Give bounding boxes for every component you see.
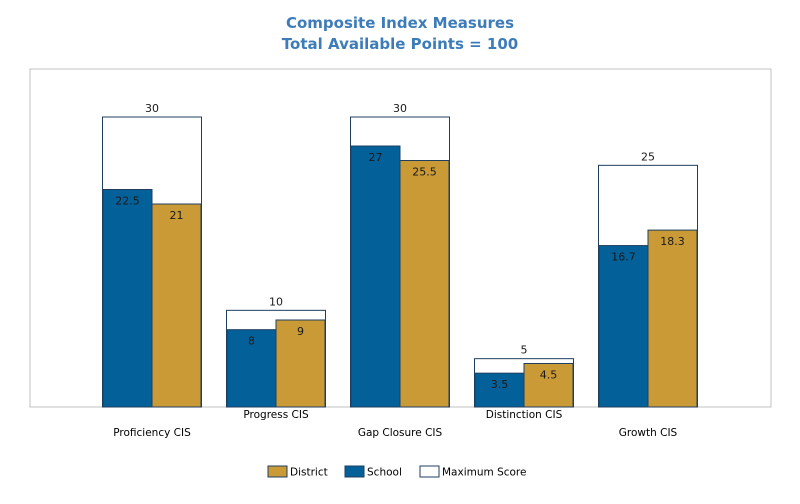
school-value-label-progress-cis: 8 <box>248 335 255 348</box>
max-score-label-gap-closure-cis: 30 <box>393 102 407 115</box>
legend: District School Maximum Score <box>267 465 526 479</box>
district-value-label-growth-cis: 18.3 <box>660 235 685 248</box>
category-label-progress-cis: Progress CIS <box>243 409 309 421</box>
max-score-label-distinction-cis: 5 <box>521 344 528 357</box>
max-score-label-proficiency-cis: 30 <box>145 102 159 115</box>
category-label-distinction-cis: Distinction CIS <box>486 409 563 421</box>
district-bar-gap-closure-cis <box>399 160 450 408</box>
district-value-label-progress-cis: 9 <box>297 325 304 338</box>
school-value-label-gap-closure-cis: 27 <box>369 151 383 164</box>
chart-subtitle: Total Available Points = 100 <box>282 35 518 53</box>
category-label-proficiency-cis: Proficiency CIS <box>113 427 191 439</box>
chart-title: Composite Index Measures <box>286 14 514 32</box>
legend-label-district: District <box>290 467 328 479</box>
school-bar-proficiency-cis <box>102 189 153 408</box>
school-value-label-growth-cis: 16.7 <box>611 251 636 264</box>
district-bar-growth-cis <box>647 229 698 408</box>
district-value-label-gap-closure-cis: 25.5 <box>412 166 437 179</box>
district-bar-progress-cis <box>275 319 326 408</box>
category-labels: Proficiency CIS Progress CIS Gap Closure C… <box>113 409 677 439</box>
school-bar-progress-cis <box>226 329 277 408</box>
category-label-growth-cis: Growth CIS <box>619 427 678 439</box>
legend-label-school: School <box>367 467 402 479</box>
district-value-label-proficiency-cis: 21 <box>170 209 184 222</box>
bars-layer: 30 22.5 21 10 8 9 30 27 25.5 5 3.5 4.5 25 16.7 18.3 <box>102 102 698 408</box>
district-bar-distinction-cis <box>523 363 574 408</box>
max-score-label-progress-cis: 10 <box>269 295 283 308</box>
legend-swatch-district <box>267 465 288 478</box>
district-value-label-distinction-cis: 4.5 <box>540 369 558 382</box>
category-label-gap-closure-cis: Gap Closure CIS <box>358 427 443 439</box>
school-bar-growth-cis <box>598 245 649 408</box>
school-bar-gap-closure-cis <box>350 145 401 408</box>
legend-swatch-maximum-score <box>419 465 440 478</box>
legend-label-maximum-score: Maximum Score <box>442 467 526 479</box>
district-bar-proficiency-cis <box>151 203 202 408</box>
max-score-label-growth-cis: 25 <box>641 150 655 163</box>
legend-swatch-school <box>344 465 365 478</box>
school-value-label-distinction-cis: 3.5 <box>491 378 509 391</box>
school-bar-distinction-cis <box>474 372 525 408</box>
school-value-label-proficiency-cis: 22.5 <box>115 195 140 208</box>
